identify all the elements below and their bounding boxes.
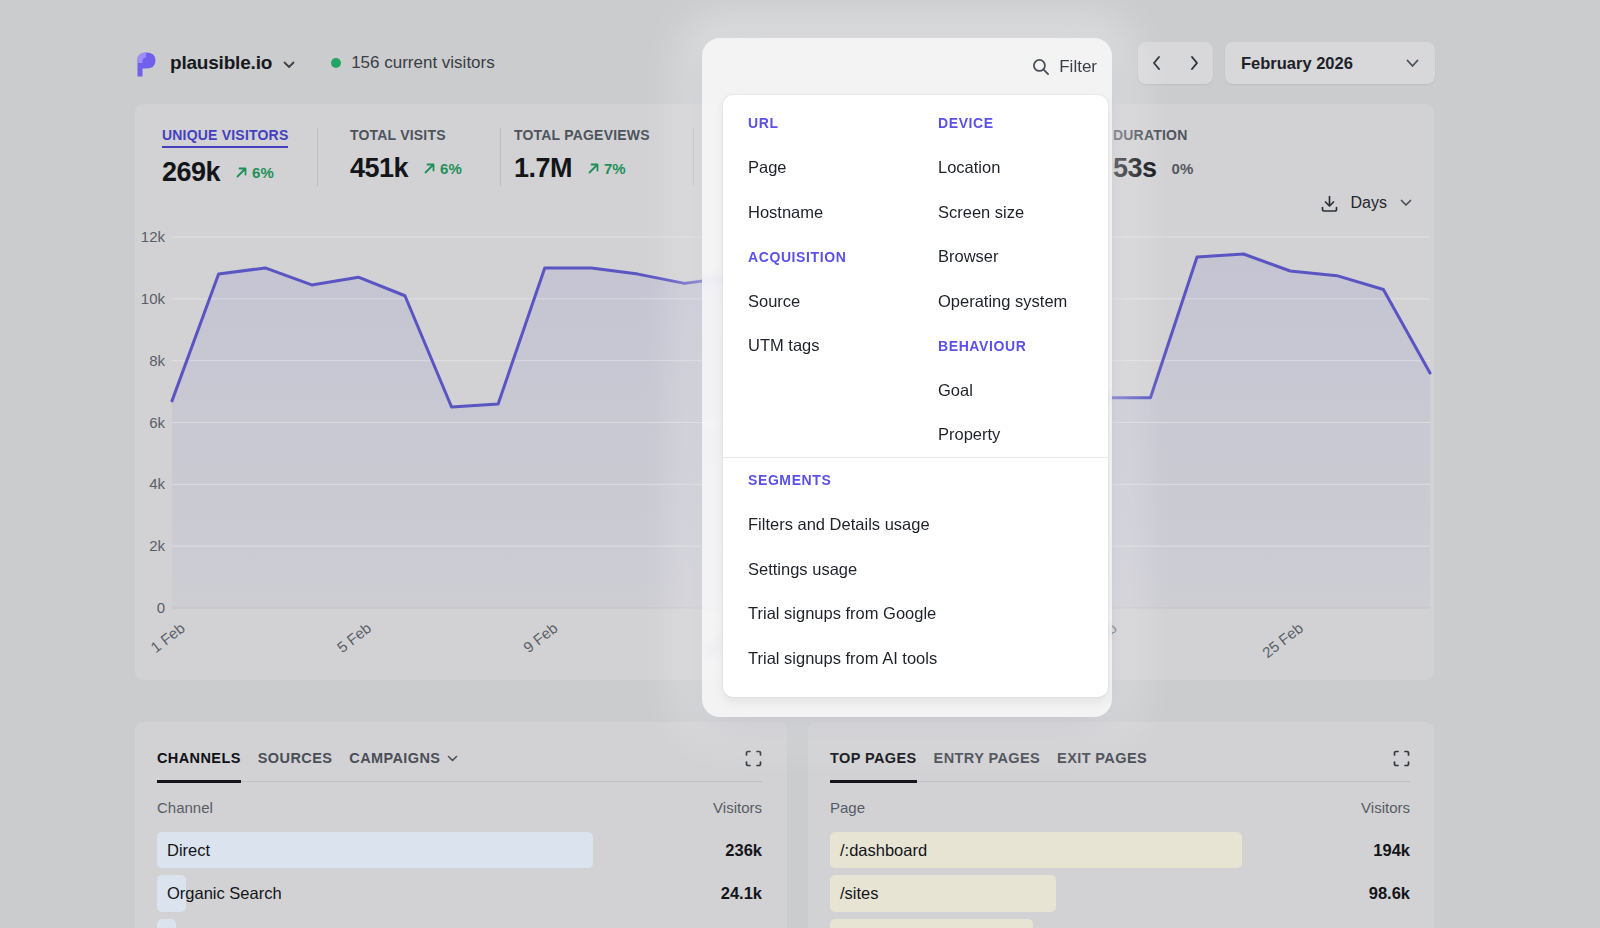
svg-text:5 Feb: 5 Feb — [334, 619, 375, 656]
filter-option-filters-and-details-usage[interactable]: Filters and Details usage — [748, 503, 1108, 548]
filter-section-segments: SEGMENTS — [748, 458, 1108, 503]
pages-panel: TOP PAGES ENTRY PAGES EXIT PAGES Page Visi… — [808, 722, 1434, 928]
stat-visit-duration[interactable]: DURATION 53s 0% — [1113, 126, 1193, 184]
table-row[interactable]: Direct236k — [157, 828, 762, 872]
row-bar — [830, 919, 1033, 928]
download-icon[interactable] — [1321, 195, 1338, 212]
filter-option-trial-signups-from-ai-tools[interactable]: Trial signups from AI tools — [748, 636, 1108, 681]
filter-option-operating-system[interactable]: Operating system — [938, 279, 1108, 324]
filter-option-goal[interactable]: Goal — [938, 368, 1108, 413]
column-header-right: Visitors — [1361, 799, 1410, 816]
tab-chevron-down-icon — [447, 755, 458, 762]
stat-divider — [500, 128, 501, 186]
table-row[interactable]: Organic Search24.1k — [157, 872, 762, 916]
filter-option-browser[interactable]: Browser — [938, 235, 1108, 280]
filter-option-location[interactable]: Location — [938, 146, 1108, 191]
trend-up-icon — [423, 162, 436, 175]
tab-campaigns[interactable]: CAMPAIGNS — [349, 750, 458, 783]
filter-option-screen-size[interactable]: Screen size — [938, 190, 1108, 235]
site-name[interactable]: plausible.io — [170, 52, 272, 74]
stat-divider — [693, 128, 694, 186]
tab-exit-pages[interactable]: EXIT PAGES — [1057, 750, 1147, 783]
stat-divider — [317, 128, 318, 186]
filter-option-settings-usage[interactable]: Settings usage — [748, 547, 1108, 592]
filter-section-url: URL — [748, 101, 938, 146]
trend-up-icon — [235, 166, 248, 179]
channels-panel: CHANNELS SOURCES CAMPAIGNS Channel Visitor… — [135, 722, 787, 928]
svg-text:8k: 8k — [149, 352, 165, 369]
column-header-right: Visitors — [713, 799, 762, 816]
filter-menu: URLPageHostnameACQUISITIONSourceUTM tags… — [723, 95, 1108, 697]
filter-modal: Filter URLPageHostnameACQUISITIONSourceU… — [702, 38, 1112, 717]
channels-rows: Direct236kOrganic Search24.1k — [157, 828, 762, 928]
svg-text:1 Feb: 1 Feb — [147, 619, 188, 656]
svg-text:12k: 12k — [141, 228, 166, 245]
interval-chevron-down-icon[interactable] — [1400, 199, 1412, 207]
date-range-select[interactable]: February 2026 — [1225, 42, 1435, 84]
tab-sources[interactable]: SOURCES — [258, 750, 333, 783]
row-bar — [157, 919, 176, 928]
svg-text:6k: 6k — [149, 414, 165, 431]
filter-option-trial-signups-from-google[interactable]: Trial signups from Google — [748, 592, 1108, 637]
svg-text:9 Feb: 9 Feb — [520, 619, 561, 656]
table-row[interactable]: /:dashboard194k — [830, 828, 1410, 872]
filter-option-hostname[interactable]: Hostname — [748, 190, 938, 235]
trend-up-icon — [587, 162, 600, 175]
date-chevron-down-icon — [1406, 59, 1419, 68]
expand-icon[interactable] — [1393, 750, 1410, 781]
pages-rows: /:dashboard194k/sites98.6k — [830, 828, 1410, 928]
row-bar — [157, 832, 593, 869]
table-row — [157, 915, 762, 928]
channels-tabs: CHANNELS SOURCES CAMPAIGNS — [157, 750, 458, 781]
svg-text:0: 0 — [157, 599, 165, 616]
table-row[interactable]: /sites98.6k — [830, 872, 1410, 916]
search-icon — [1032, 58, 1050, 76]
pages-tabs: TOP PAGES ENTRY PAGES EXIT PAGES — [830, 750, 1147, 781]
filter-section-behaviour: BEHAVIOUR — [938, 324, 1108, 369]
svg-text:10k: 10k — [141, 290, 166, 307]
tab-entry-pages[interactable]: ENTRY PAGES — [934, 750, 1040, 783]
live-dot-icon — [331, 58, 341, 68]
table-row — [830, 915, 1410, 928]
column-header-left: Channel — [157, 799, 213, 816]
site-chevron-down-icon[interactable] — [283, 61, 295, 69]
filter-section-device: DEVICE — [938, 101, 1108, 146]
stat-unique-visitors[interactable]: UNIQUE VISITORS 269k 6% — [162, 126, 288, 188]
filter-section-acquisition: ACQUISITION — [748, 235, 938, 280]
stat-total-pageviews[interactable]: TOTAL PAGEVIEWS 1.7M 7% — [514, 126, 650, 184]
date-nav — [1138, 42, 1213, 84]
filter-option-page[interactable]: Page — [748, 146, 938, 191]
prev-period-button[interactable] — [1151, 55, 1162, 71]
tab-channels[interactable]: CHANNELS — [157, 750, 241, 783]
stat-total-visits[interactable]: TOTAL VISITS 451k 6% — [350, 126, 462, 184]
filter-option-property[interactable]: Property — [938, 413, 1108, 458]
interval-select[interactable]: Days — [1351, 194, 1387, 212]
column-header-left: Page — [830, 799, 865, 816]
current-visitors[interactable]: 156 current visitors — [331, 53, 495, 73]
svg-text:25 Feb: 25 Feb — [1259, 619, 1306, 661]
tab-top-pages[interactable]: TOP PAGES — [830, 750, 917, 783]
svg-text:2k: 2k — [149, 537, 165, 554]
svg-text:4k: 4k — [149, 475, 165, 492]
next-period-button[interactable] — [1189, 55, 1200, 71]
expand-icon[interactable] — [745, 750, 762, 781]
filter-option-utm-tags[interactable]: UTM tags — [748, 324, 938, 369]
filter-button[interactable]: Filter — [702, 38, 1112, 95]
filter-option-source[interactable]: Source — [748, 279, 938, 324]
plausible-logo — [135, 50, 158, 77]
